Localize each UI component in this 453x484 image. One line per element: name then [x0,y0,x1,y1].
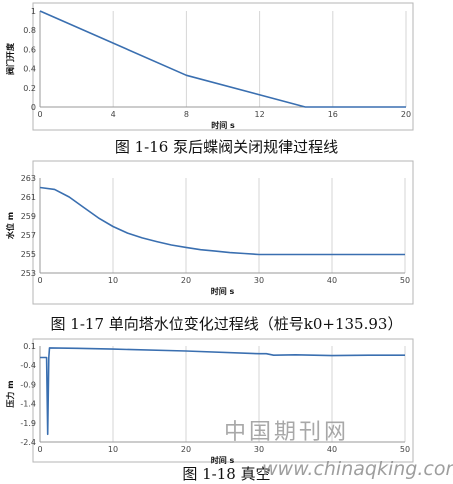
chart-pressure: 0 10 20 30 40 50 -2.4 -1.9 -1.4 -0.9 -0.4 0.1 时间 s 压力… [5,338,414,464]
x-axis-label: 时间 s [211,286,235,296]
x-tick-label: 20 [181,276,191,285]
y-tick-label: 253 [21,269,36,278]
chart-frame [32,338,414,463]
y-tick-label: 0.2 [23,84,36,93]
series-line [39,10,406,108]
y-tick-label: 261 [21,193,36,202]
chart-valve-opening: 0 4 8 12 16 20 0 0.2 0.4 0.6 0.8 1 时间 s 阀门开度 [5,2,414,131]
y-tick-label: 0 [31,103,36,112]
watermark-url: www.chinaqking.com [262,458,453,480]
x-tick-label: 30 [254,276,264,285]
y-tick-label: -1.9 [20,419,36,428]
x-tick-label: 50 [400,276,410,285]
y-axis-label: 压力 m [5,380,15,407]
chart-frame [32,160,414,305]
x-tick-label: 4 [111,110,116,119]
y-tick-label: 1 [31,7,36,16]
y-tick-label: 263 [21,174,36,183]
x-tick-label: 10 [108,445,118,454]
y-tick-label: 255 [21,250,36,259]
caption-fig-1-16: 图 1-16 泵后蝶阀关闭规律过程线 [114,138,339,156]
x-axis-label: 时间 s [211,120,235,130]
x-tick-label: 16 [328,110,338,119]
x-tick-label: 40 [327,445,337,454]
watermark-cn: 中国期刊网 [224,420,350,445]
y-tick-label: -0.9 [20,380,36,389]
y-tick-label: 0.1 [23,342,36,351]
y-tick-label: 0.4 [23,65,36,74]
y-tick-label: -1.4 [20,400,36,409]
x-tick-label: 0 [37,276,42,285]
chart-frame [32,2,414,131]
y-axis-label: 阀门开度 [5,42,15,75]
y-tick-label: -2.4 [20,438,36,447]
x-tick-label: 20 [401,110,411,119]
chart-water-level-panel: 0 10 20 30 40 50 253 255 257 259 261 263 时间 s 水位 m [0,158,453,306]
chart-valve-opening-panel: 0 4 8 12 16 20 0 0.2 0.4 0.6 0.8 1 时间 s 阀门开度 [0,0,453,135]
x-tick-label: 50 [400,445,410,454]
y-tick-label: 257 [21,231,36,240]
x-tick-label: 20 [181,445,191,454]
x-tick-label: 0 [37,445,42,454]
chart-water-level: 0 10 20 30 40 50 253 255 257 259 261 263 时间 s 水位 m [5,160,414,305]
x-tick-label: 12 [255,110,265,119]
caption-fig-1-18: 图 1-18 真空 [182,465,271,483]
y-tick-label: 0.8 [23,26,36,35]
x-axis-label: 时间 s [211,455,235,464]
y-tick-label: 259 [21,212,36,221]
y-tick-label: 0.6 [23,45,36,54]
x-tick-label: 0 [37,110,42,119]
series-line [39,186,405,256]
caption-fig-1-17: 图 1-17 单向塔水位变化过程线（桩号k0+135.93） [50,315,403,333]
x-tick-label: 30 [254,445,264,454]
y-tick-label: -0.4 [20,361,36,370]
x-tick-label: 8 [184,110,189,119]
x-tick-label: 10 [108,276,118,285]
x-tick-label: 40 [327,276,337,285]
series-line [40,347,405,436]
y-axis-label: 水位 m [5,212,15,240]
chart-pressure-panel: 0 10 20 30 40 50 -2.4 -1.9 -1.4 -0.9 -0.4 0.1 时间 s 压力… [0,336,453,464]
